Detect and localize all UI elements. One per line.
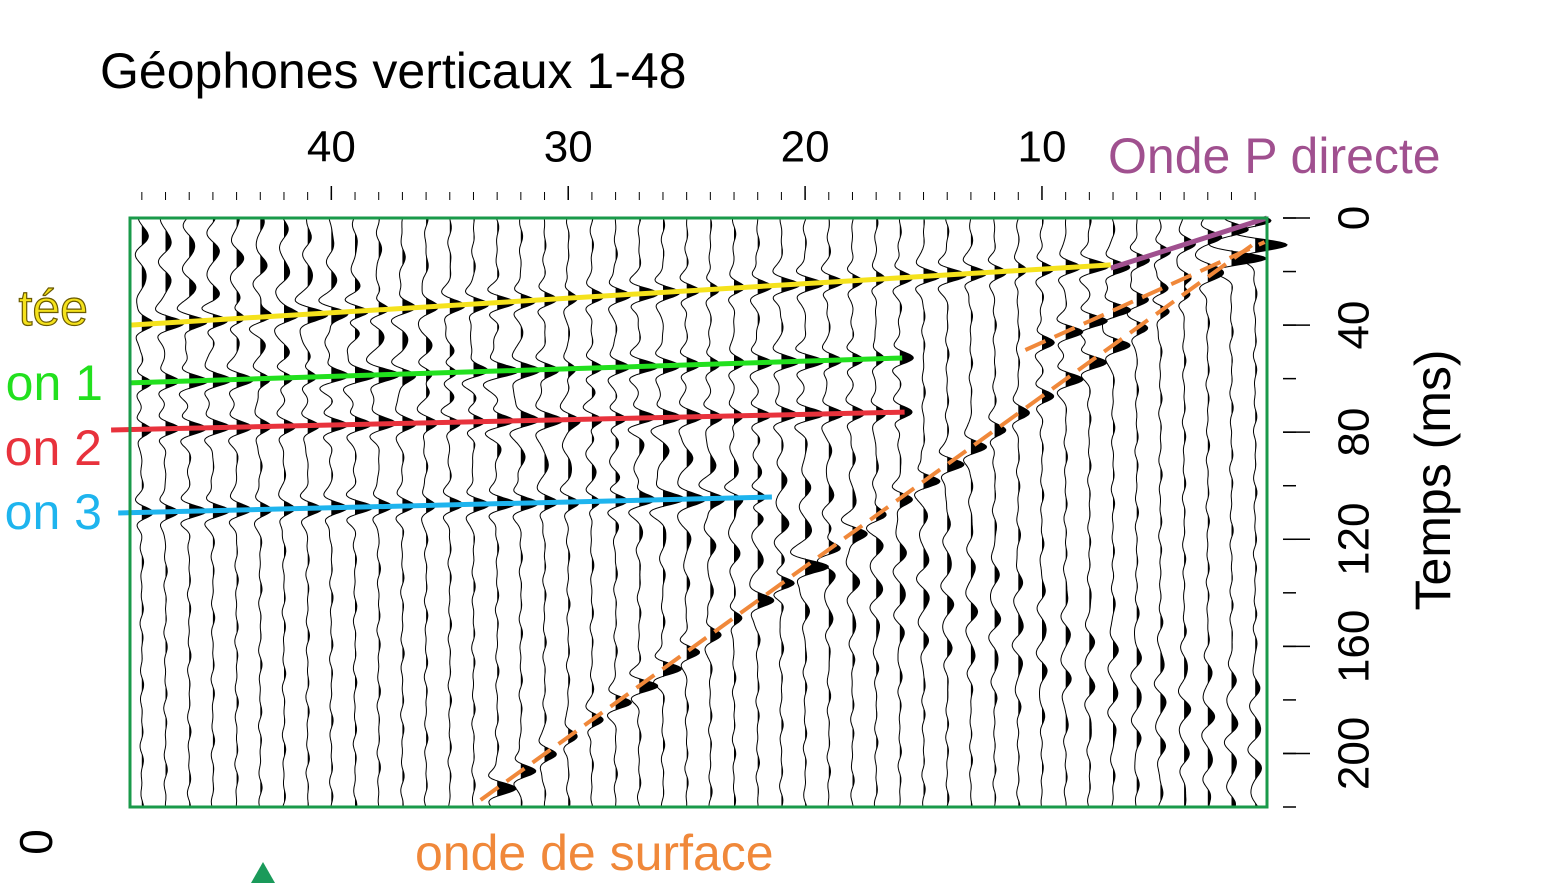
x-tick-label: 10	[1017, 123, 1066, 172]
trace	[773, 218, 800, 807]
trace-fill	[805, 218, 828, 807]
trace	[963, 218, 986, 807]
trace	[915, 218, 941, 807]
trace	[750, 218, 774, 807]
trace-fill	[1184, 218, 1195, 807]
trace	[628, 218, 658, 807]
chart-title: Géophones verticaux 1-48	[100, 43, 686, 99]
plot-frame	[130, 218, 1267, 807]
x-tick-label: 20	[781, 123, 830, 172]
trace-fill	[521, 218, 540, 807]
trace	[1035, 218, 1054, 807]
trace-fill	[758, 218, 774, 807]
y-axis-title: Temps (ms)	[1405, 349, 1461, 610]
y-tick-label: 0	[1330, 206, 1379, 230]
trace	[817, 218, 843, 807]
trace-fill	[687, 218, 706, 807]
trace-fill	[829, 218, 844, 807]
event-line	[481, 243, 1256, 800]
x-tick-label: 30	[544, 123, 593, 172]
series-label: on 2	[5, 420, 102, 476]
trace	[560, 218, 580, 807]
trace-fill	[1255, 218, 1287, 807]
trace-fill	[947, 218, 966, 807]
trace	[1233, 218, 1287, 807]
trace-fill	[710, 218, 724, 807]
trace	[1012, 218, 1029, 807]
annotation: 0	[10, 829, 62, 855]
event-line	[130, 265, 1111, 325]
trace-fill	[1089, 218, 1109, 807]
trace	[699, 218, 725, 807]
series-label: Onde P directe	[1108, 128, 1441, 184]
trace-fill	[1232, 218, 1267, 807]
trace-fill	[853, 218, 868, 807]
y-tick-label: 40	[1330, 301, 1379, 350]
trace-fill	[663, 218, 685, 807]
trace-fill	[971, 218, 987, 807]
trace	[608, 218, 632, 807]
trace-fill	[1018, 218, 1029, 807]
trace	[988, 218, 1006, 807]
trace-fill	[781, 218, 800, 807]
trace	[1127, 218, 1149, 807]
trace	[1177, 218, 1196, 807]
trace	[1080, 218, 1109, 807]
trace	[892, 218, 913, 807]
series-label: on 3	[5, 484, 102, 540]
trace-fill	[924, 218, 941, 807]
page: {"chart_data": { "type": "seismic", "tit…	[0, 0, 1544, 883]
trace-fill	[995, 218, 1007, 807]
trace-fill	[1042, 218, 1054, 807]
y-tick-label: 80	[1330, 408, 1379, 457]
chart: Géophones verticaux 1-48 Temps (ms) 0 40…	[0, 0, 1544, 883]
trace-fill	[1208, 218, 1224, 807]
series-label: tée	[18, 280, 88, 336]
trace	[938, 218, 966, 807]
trace-fill	[545, 218, 563, 807]
traces	[135, 218, 1287, 807]
series-label: on 1	[6, 355, 103, 411]
trace	[1057, 218, 1083, 807]
trace-fill	[568, 218, 580, 807]
station-marker	[251, 862, 275, 883]
trace-fill	[1066, 218, 1083, 807]
series-label: onde de surface	[415, 825, 774, 881]
trace	[536, 218, 563, 807]
y-tick-label: 120	[1330, 503, 1379, 576]
event-line	[130, 358, 902, 383]
trace	[841, 218, 867, 807]
trace	[678, 218, 706, 807]
x-tick-label: 40	[307, 123, 356, 172]
y-tick-label: 160	[1330, 610, 1379, 683]
y-tick-label: 200	[1330, 717, 1379, 790]
trace	[1209, 218, 1266, 807]
